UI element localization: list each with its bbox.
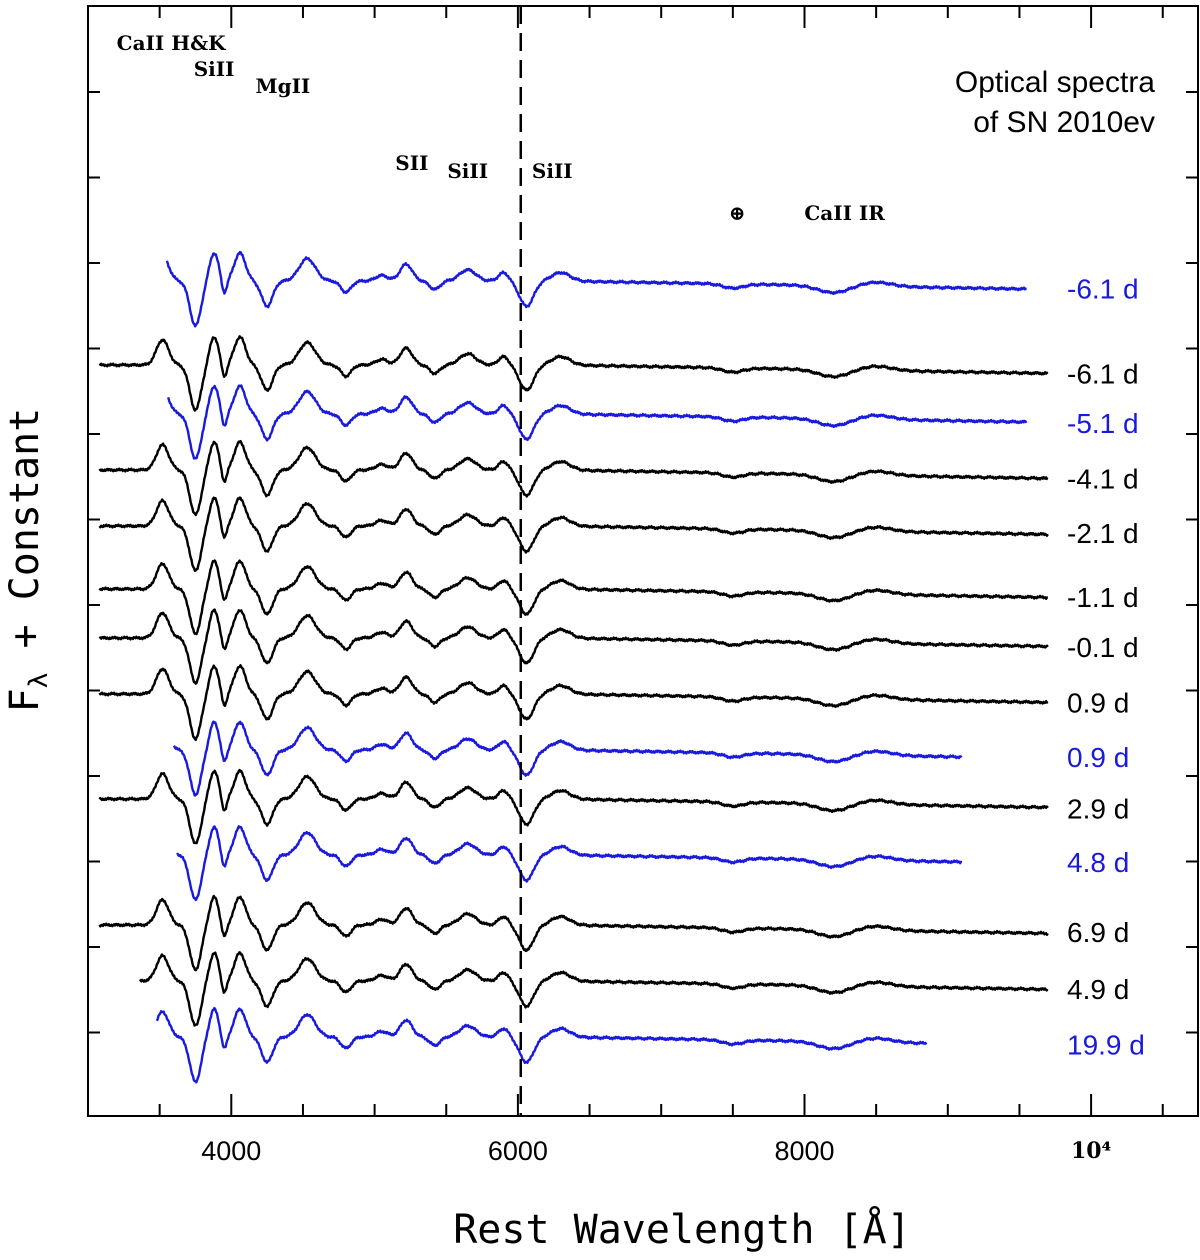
x-axis-title: Rest Wavelength [Å] [453, 1205, 911, 1253]
spectrum--2.1d-4 [98, 496, 1049, 572]
epoch-label-7: 0.9 d [1067, 687, 1129, 718]
spectrum-4.9d-12 [139, 951, 1049, 1027]
spectrum-19.9d-13 [155, 1006, 928, 1084]
spectra-layer [98, 250, 1049, 1084]
plot-frame [87, 5, 1199, 1117]
epoch-label-12: 4.9 d [1067, 974, 1129, 1005]
spectrum-2.9d-9 [98, 768, 1049, 845]
spectrum--0.1d-6 [98, 608, 1049, 685]
epoch-label-11: 6.9 d [1067, 917, 1129, 948]
line-id-label-4: SiII [447, 159, 488, 183]
epoch-label-10: 4.8 d [1067, 847, 1129, 878]
line-id-label-3: SII [395, 151, 428, 175]
x-tick-label-1: 6000 [488, 1136, 548, 1166]
epoch-labels: -6.1 d -6.1 d -5.1 d -4.1 d -2.1 d -1.1 d -0.1… [1067, 274, 1145, 1061]
epoch-label-4: -2.1 d [1067, 518, 1139, 549]
chart-title-line-2: of SN 2010ev [973, 106, 1155, 139]
chart-title-line-1: Optical spectra [955, 66, 1155, 99]
x-tick-label-2: 8000 [774, 1136, 834, 1166]
epoch-label-3: -4.1 d [1067, 463, 1139, 494]
spectrum--6.1d-0 [165, 250, 1028, 328]
spectrum--5.1d-2 [167, 384, 1028, 460]
epoch-label-13: 19.9 d [1067, 1030, 1145, 1061]
line-id-label-5: SiII [532, 159, 573, 183]
line-id-label-7: CaII IR [804, 201, 885, 225]
y-axis-title: Fλ + Constant [2, 408, 54, 713]
line-id-label-0: CaII H&K [117, 31, 227, 55]
spectrum--1.1d-5 [98, 559, 1049, 636]
epoch-label-6: -0.1 d [1067, 632, 1139, 663]
epoch-label-1: -6.1 d [1067, 359, 1139, 390]
epoch-label-8: 0.9 d [1067, 742, 1129, 773]
line-id-label-1: SiII [194, 57, 235, 81]
line-id-label-2: MgII [255, 74, 310, 98]
spectrum-6.9d-11 [98, 894, 1049, 972]
spectrum--4.1d-3 [98, 439, 1049, 517]
spectrum-0.9d-7 [98, 664, 1049, 741]
x-tick-label-0: 4000 [201, 1136, 261, 1166]
epoch-label-0: -6.1 d [1067, 274, 1139, 305]
y-axis-title-main: F [2, 688, 48, 712]
epoch-label-2: -5.1 d [1067, 408, 1139, 439]
epoch-label-5: -1.1 d [1067, 582, 1139, 613]
spectrum-4.8d-10 [176, 825, 963, 902]
y-axis-title-rest: + Constant [2, 408, 48, 673]
spectrum-0.9d-8 [172, 720, 963, 797]
axis-ticks: 4000 6000 8000 10⁴ [88, 6, 1198, 1166]
line-id-label-6: ⊕ [729, 201, 746, 225]
spectrum--6.1d-1 [98, 335, 1049, 412]
epoch-label-9: 2.9 d [1067, 793, 1129, 824]
y-axis-title-subscript: λ [24, 673, 54, 689]
x-tick-label-3: 10⁴ [1071, 1138, 1111, 1164]
